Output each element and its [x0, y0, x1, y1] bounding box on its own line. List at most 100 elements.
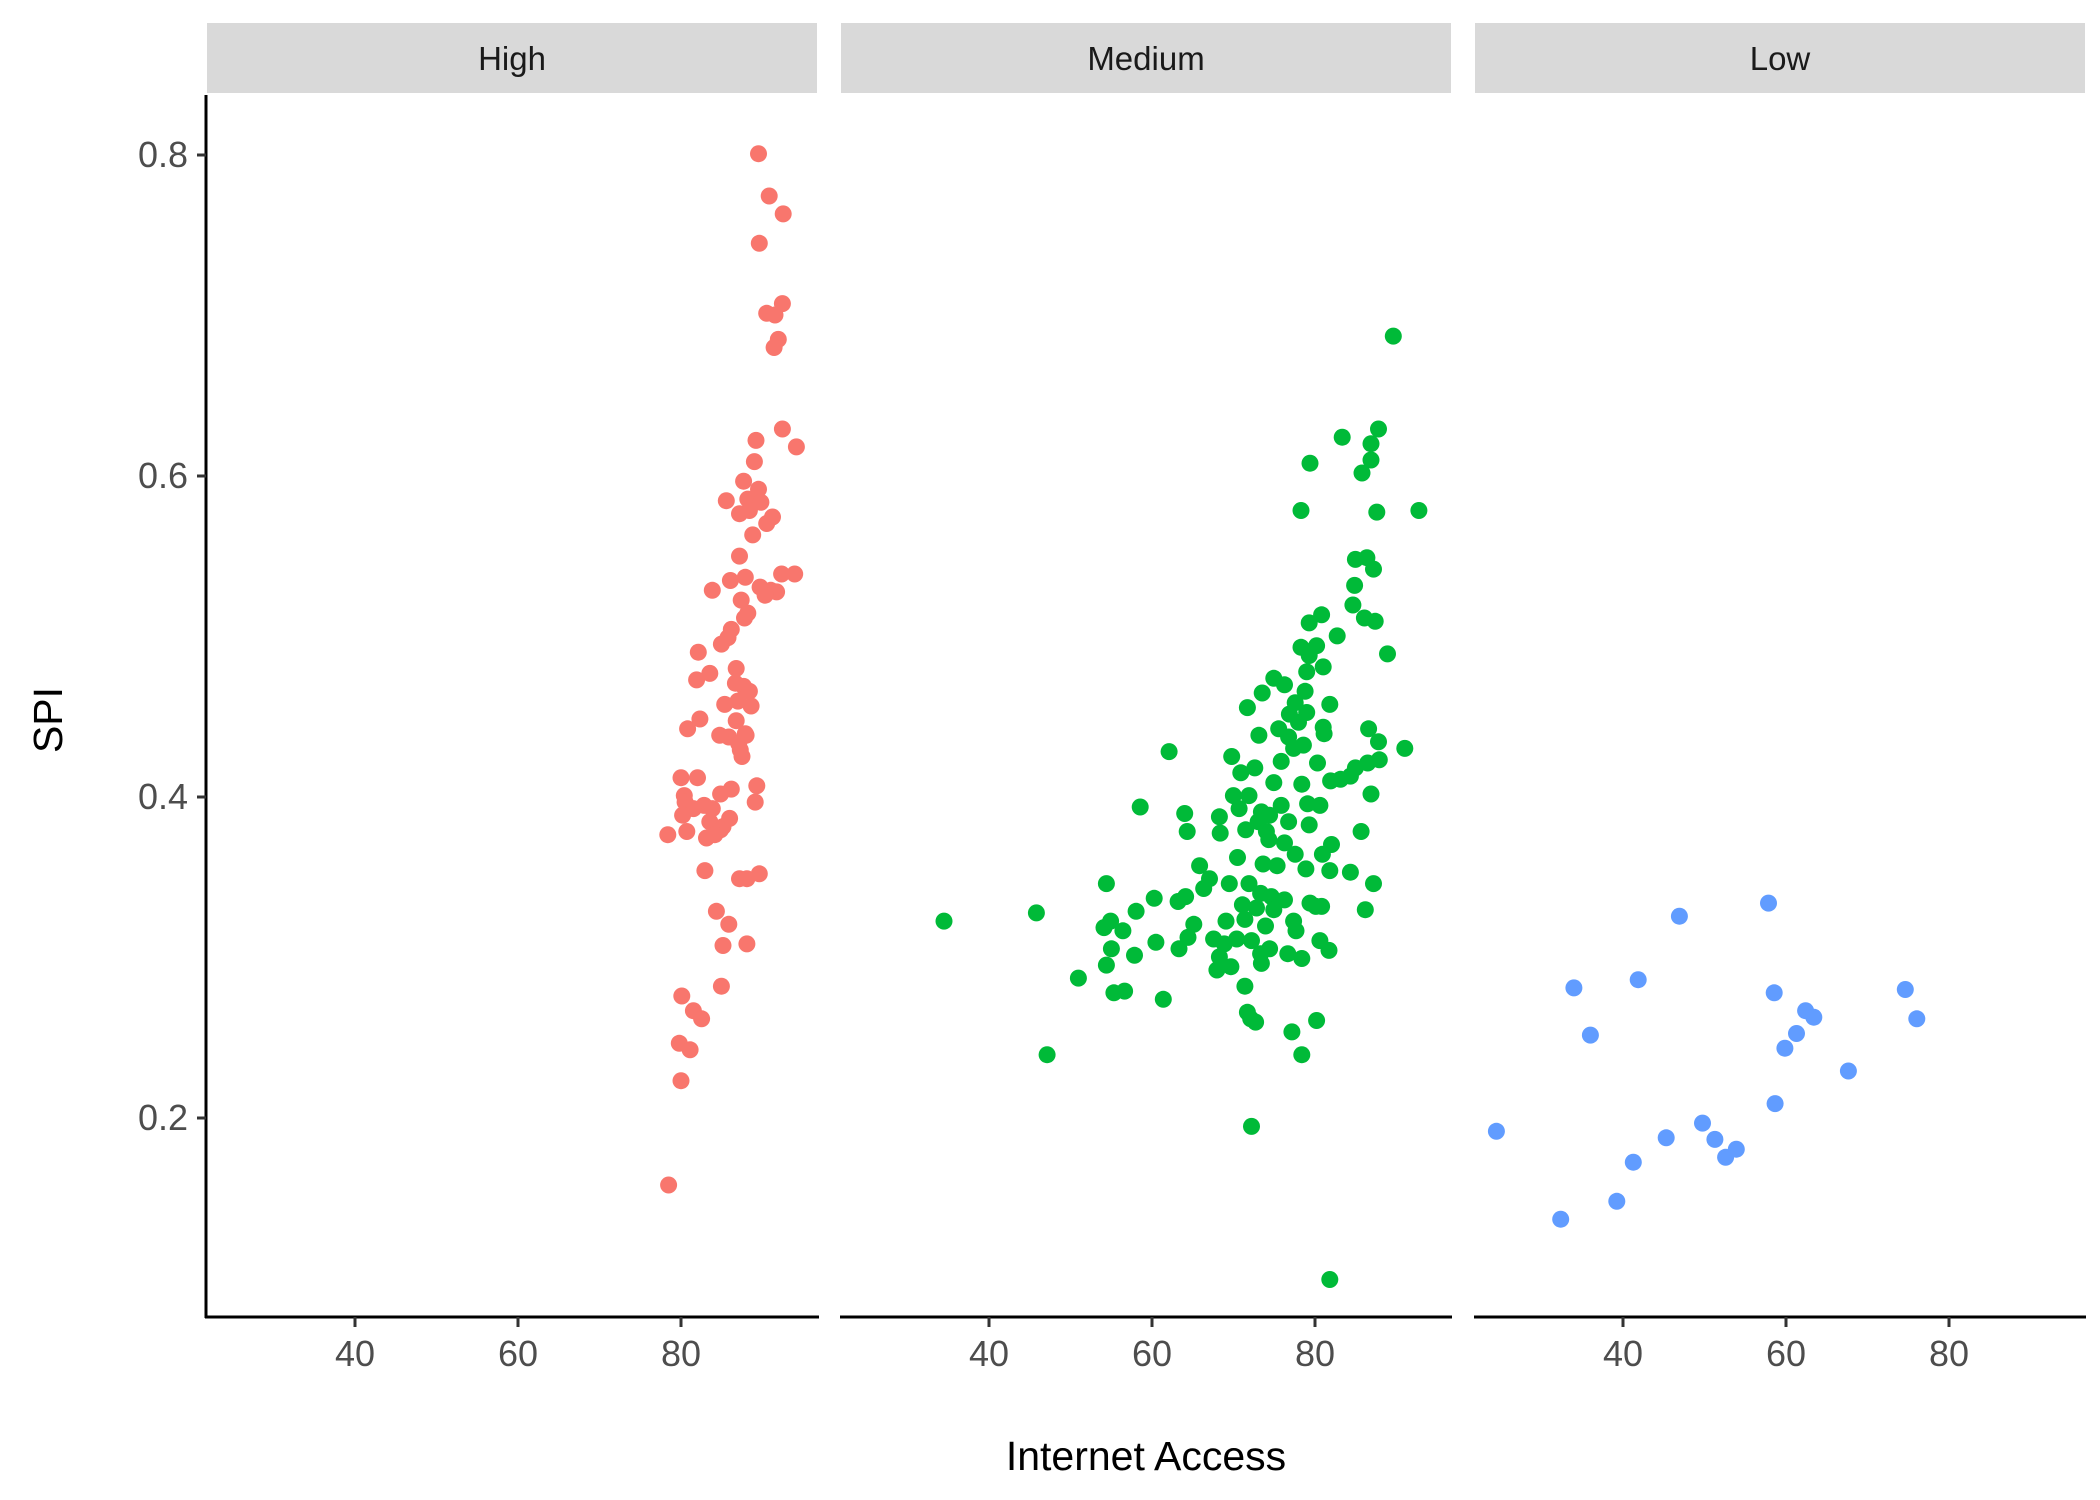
y-tick-label: 0.8: [138, 134, 188, 175]
scatter-point: [1370, 733, 1387, 751]
scatter-point: [1760, 894, 1777, 912]
scatter-point: [736, 568, 754, 586]
scatter-point: [1362, 785, 1380, 803]
scatter-point: [1178, 823, 1196, 840]
y-axis-title: SPI: [25, 687, 71, 753]
scatter-point: [1581, 1026, 1599, 1044]
x-axis-high: 40 60 80: [205, 1315, 819, 1374]
y-tick-label: 0.6: [138, 455, 188, 496]
facet-label-low: Low: [1750, 40, 1811, 77]
scatter-point: [1839, 1062, 1857, 1080]
scatter-point: [1297, 860, 1315, 878]
scatter-point: [1223, 748, 1241, 765]
scatter-point: [1765, 984, 1783, 1002]
scatter-point: [1362, 435, 1380, 453]
scatter-point: [758, 515, 776, 532]
scatter-point: [1280, 813, 1298, 831]
x-tick-label: 40: [1603, 1333, 1643, 1374]
scatter-point: [1238, 699, 1256, 717]
scatter-point: [689, 643, 707, 661]
scatter-point: [765, 339, 783, 356]
scatter-point: [721, 572, 739, 589]
facet-label-medium: Medium: [1087, 40, 1204, 77]
y-tick-label: 0.4: [138, 776, 188, 817]
scatter-point: [1237, 821, 1255, 839]
scatter-point: [1211, 824, 1229, 842]
scatter-point: [1215, 935, 1233, 953]
scatter-point: [1160, 743, 1178, 761]
x-tick-label: 40: [969, 1333, 1009, 1374]
scatter-point: [1233, 896, 1251, 914]
scatter-point: [1487, 1122, 1505, 1140]
scatter-point: [1240, 875, 1258, 893]
x-tick-label: 80: [1929, 1333, 1969, 1374]
scatter-point: [1657, 1129, 1675, 1147]
scatter-point: [1038, 1046, 1056, 1064]
scatter-point: [1321, 862, 1339, 880]
scatter-point: [714, 937, 732, 954]
scatter-point: [1293, 775, 1311, 793]
scatter-point: [1262, 888, 1280, 906]
scatter-point: [1384, 327, 1402, 345]
scatter-point: [679, 720, 697, 738]
scatter-point: [1243, 932, 1260, 950]
scatter-point: [1154, 990, 1172, 1008]
scatter-point: [750, 865, 768, 883]
scatter-point: [1114, 922, 1132, 940]
scatter-point: [1298, 663, 1316, 681]
scatter-point: [1283, 1023, 1301, 1041]
scatter-point: [1341, 863, 1359, 881]
scatter-point: [1805, 1008, 1823, 1026]
scatter-point: [1311, 796, 1329, 814]
scatter-point: [774, 205, 792, 223]
scatter-point: [736, 609, 753, 627]
scatter-point: [1300, 614, 1318, 632]
scatter-point: [760, 187, 778, 205]
y-axis: 0.2 0.4 0.6 0.8: [138, 95, 208, 1318]
x-axis-title: Internet Access: [1006, 1433, 1286, 1479]
scatter-point: [1300, 816, 1318, 834]
scatter-point: [706, 826, 724, 844]
scatter-point: [693, 1010, 711, 1028]
scatter-point: [1629, 971, 1647, 989]
scatter-point: [750, 480, 767, 498]
scatter-point: [766, 306, 784, 324]
scatter-point: [756, 586, 774, 604]
scatter-point: [673, 987, 691, 1005]
scatter-point: [696, 862, 714, 880]
scatter-point: [1265, 774, 1283, 792]
scatter-point: [1320, 941, 1338, 959]
scatter-point: [1246, 759, 1264, 777]
scatter-point: [732, 591, 750, 609]
scatter-point: [716, 695, 734, 713]
scatter-point: [745, 453, 763, 471]
facet-strip-low: Low: [1475, 23, 2085, 93]
scatter-point: [742, 697, 760, 715]
scatter-point: [1360, 720, 1378, 738]
scatter-point: [1145, 889, 1163, 907]
scatter-point: [740, 502, 758, 519]
scatter-point: [1344, 596, 1362, 614]
scatter-point: [1313, 897, 1331, 915]
scatter-point: [1248, 899, 1265, 917]
x-tick-label: 60: [498, 1333, 538, 1374]
scatter-point: [712, 635, 730, 653]
scatter-point: [1177, 888, 1195, 906]
x-tick-label: 60: [1766, 1333, 1806, 1374]
scatter-point: [711, 726, 729, 744]
scatter-point: [1296, 682, 1314, 700]
scatter-point: [1222, 958, 1240, 976]
scatter-point: [1147, 933, 1165, 951]
x-tick-label: 80: [1295, 1333, 1335, 1374]
scatter-point: [1220, 875, 1238, 893]
scatter-point: [727, 712, 745, 730]
scatter-point: [1257, 917, 1274, 935]
scatter-point: [703, 581, 721, 599]
scatter-point: [1276, 834, 1293, 852]
scatter-point: [1314, 658, 1332, 676]
scatter-point: [1366, 612, 1384, 630]
y-tick-label: 0.2: [138, 1097, 188, 1138]
scatter-point: [1191, 857, 1209, 875]
scatter-point: [672, 1072, 690, 1090]
